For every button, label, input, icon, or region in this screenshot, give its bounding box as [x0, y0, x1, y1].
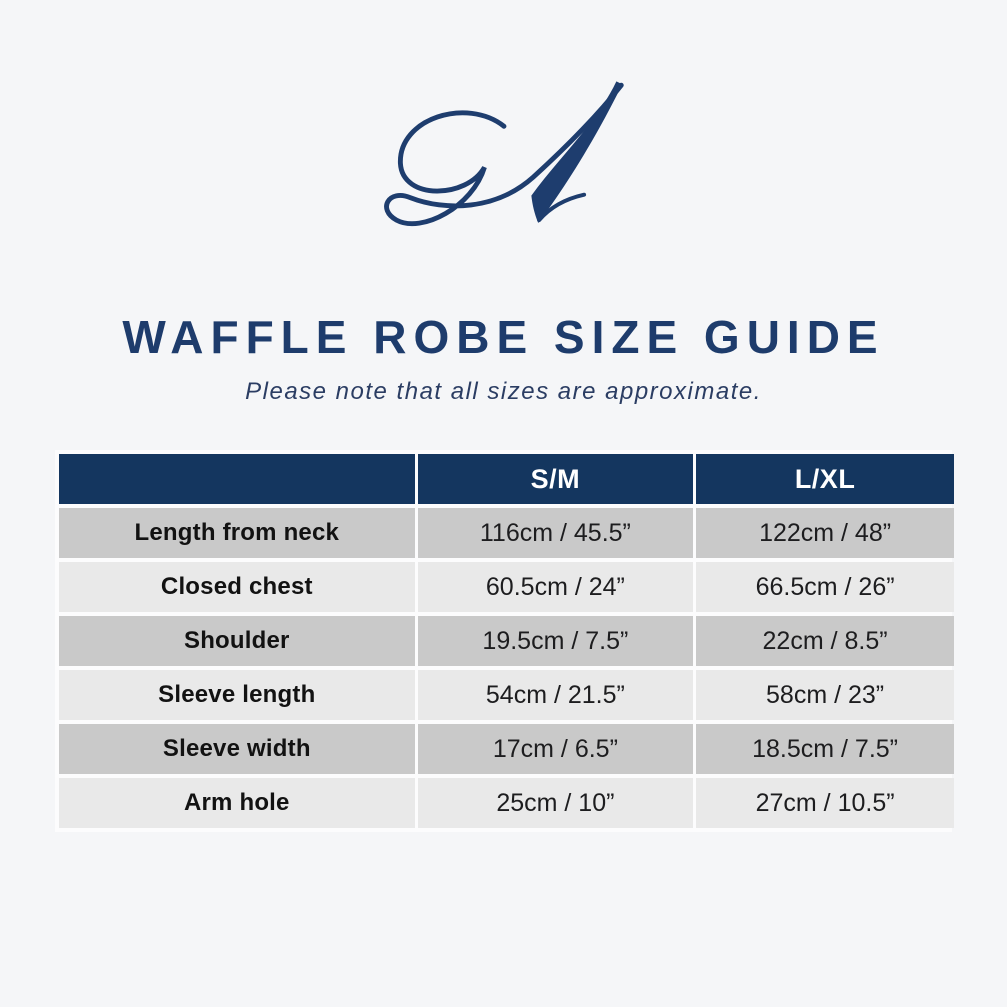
cell-arm-hole-lxl: 27cm / 10.5”: [696, 778, 954, 828]
size-guide-table: S/M L/XL Length from neck 116cm / 45.5” …: [55, 450, 954, 832]
cell-arm-hole-sm: 25cm / 10”: [417, 778, 694, 828]
cell-closed-chest-sm: 60.5cm / 24”: [417, 562, 694, 612]
table-header-lxl: L/XL: [696, 454, 954, 504]
cell-closed-chest-lxl: 66.5cm / 26”: [696, 562, 954, 612]
script-a-logo-icon: [383, 81, 624, 227]
page-subtitle: Please note that all sizes are approxima…: [245, 378, 762, 405]
row-label-shoulder: Shoulder: [59, 616, 415, 666]
cell-sleeve-width-lxl: 18.5cm / 7.5”: [696, 724, 954, 774]
cell-shoulder-lxl: 22cm / 8.5”: [696, 616, 954, 666]
row-label-length-from-neck: Length from neck: [59, 508, 415, 558]
cell-sleeve-width-sm: 17cm / 6.5”: [417, 724, 694, 774]
cell-shoulder-sm: 19.5cm / 7.5”: [417, 616, 694, 666]
cell-length-from-neck-sm: 116cm / 45.5”: [417, 508, 694, 558]
table-header-blank: [59, 454, 415, 504]
cell-length-from-neck-lxl: 122cm / 48”: [696, 508, 954, 558]
row-label-closed-chest: Closed chest: [59, 562, 415, 612]
row-label-sleeve-width: Sleeve width: [59, 724, 415, 774]
brand-logo: [0, 0, 1007, 272]
cell-sleeve-length-lxl: 58cm / 23”: [696, 670, 954, 720]
table-header-sm: S/M: [417, 454, 694, 504]
row-label-arm-hole: Arm hole: [59, 778, 415, 828]
row-label-sleeve-length: Sleeve length: [59, 670, 415, 720]
page-title: WAFFLE ROBE SIZE GUIDE: [122, 311, 885, 363]
cell-sleeve-length-sm: 54cm / 21.5”: [417, 670, 694, 720]
